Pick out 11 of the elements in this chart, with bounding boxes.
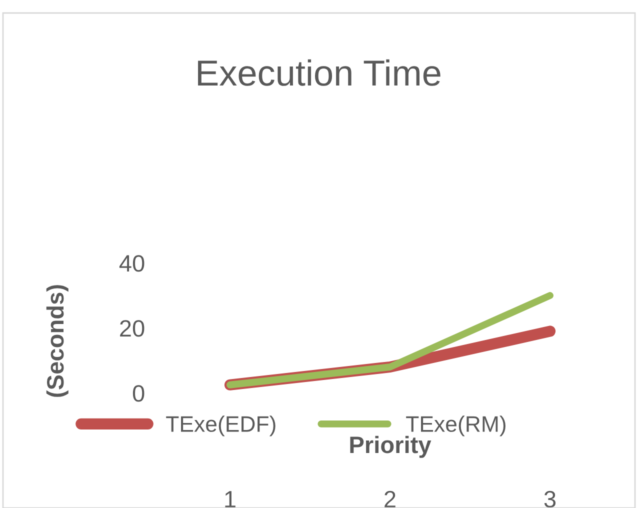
x-tick-label: 2 xyxy=(384,490,396,508)
legend-label: TExe(EDF) xyxy=(166,416,276,436)
x-tick-label: 1 xyxy=(225,491,236,508)
y-tick-label: 0 xyxy=(132,385,144,402)
y-axis-title: (Seconds) xyxy=(46,285,68,397)
y-tick-label: 20 xyxy=(120,320,144,337)
legend-label: TExe(RM) xyxy=(406,416,506,436)
x-tick-label: 3 xyxy=(544,490,556,508)
x-axis-title: Priority xyxy=(350,436,432,458)
chart-title: Execution Time xyxy=(198,59,440,86)
y-tick-label: 40 xyxy=(119,255,144,272)
